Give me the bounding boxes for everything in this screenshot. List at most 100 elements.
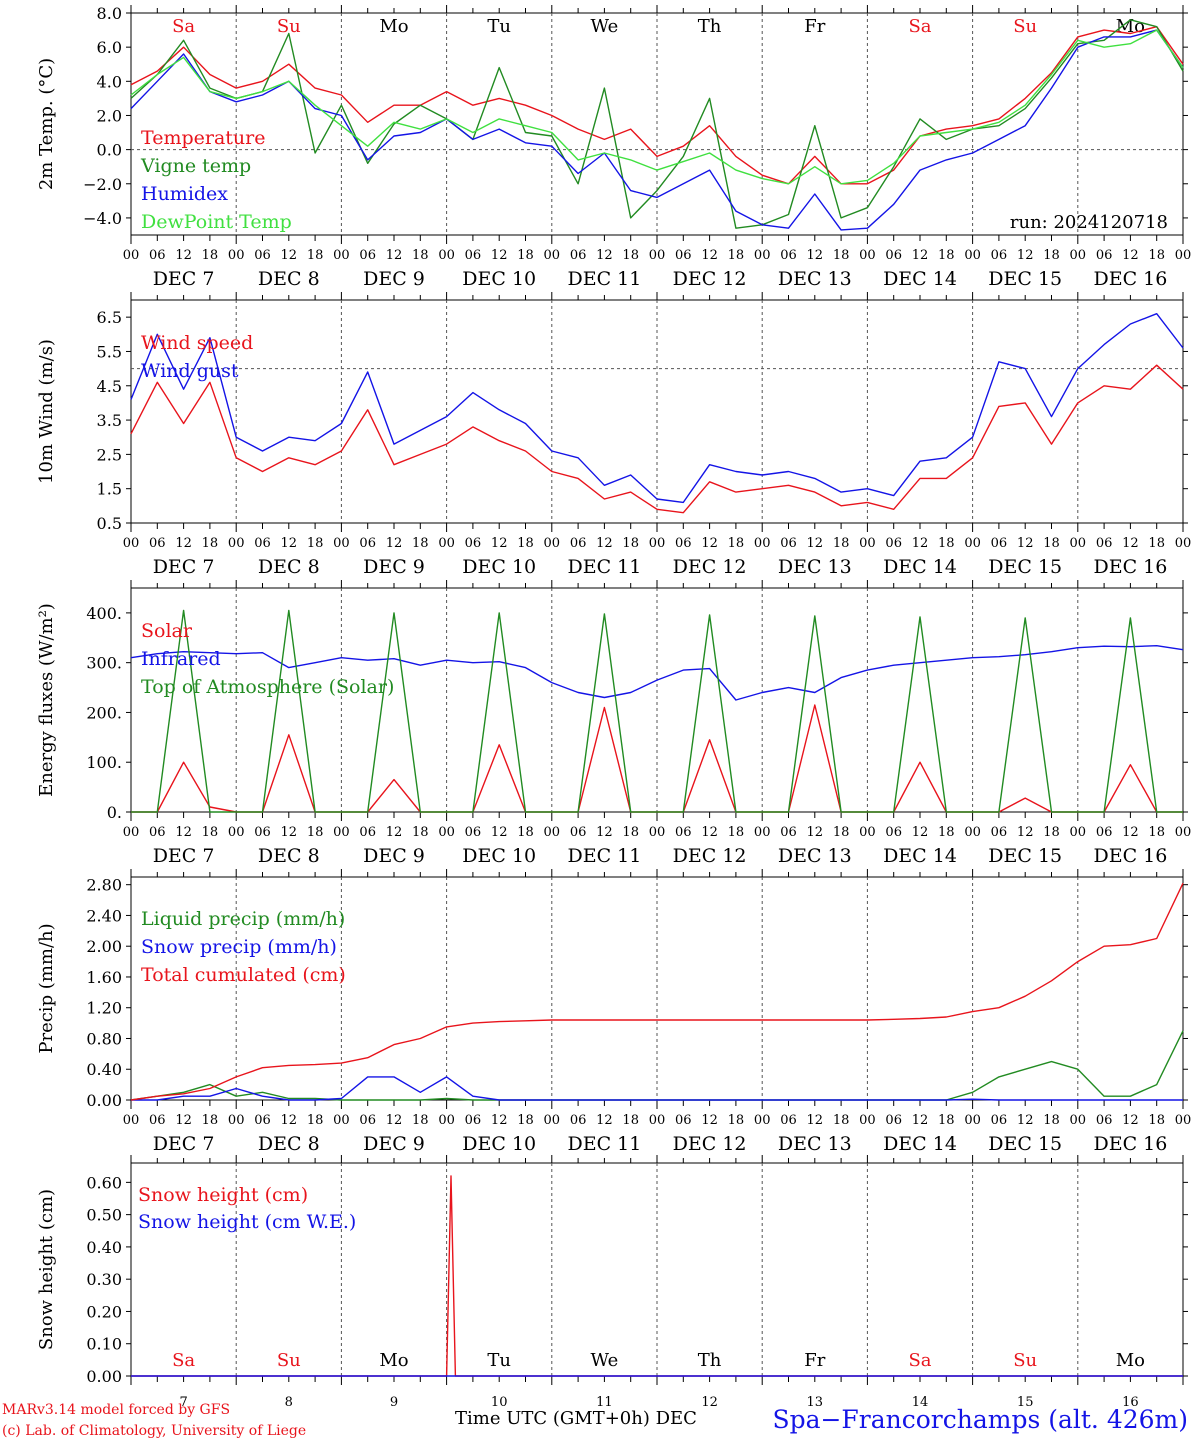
hour-tick-label: 12 [1017, 248, 1034, 263]
day-abbr: Mo [379, 16, 408, 37]
hour-tick-label: 12 [281, 825, 298, 840]
panel-2: 0.5 1.5 2.5 3.5 4.5 5.5 6.5 00 06 12 18 00 06 12 18 00 0… [36, 292, 1191, 578]
hour-tick-label: 06 [465, 248, 482, 263]
hour-tick-label: 12 [175, 825, 192, 840]
date-label: DEC 11 [567, 845, 641, 867]
series-top-of-atmosphere-solar-line [131, 609, 1183, 813]
hour-tick-label: 00 [859, 248, 876, 263]
date-label: DEC 11 [567, 1133, 641, 1155]
y-tick-label: 0.40 [86, 1238, 122, 1257]
hour-tick-label: 06 [885, 248, 902, 263]
hour-tick-label: 06 [885, 536, 902, 551]
hour-tick-label: 12 [1017, 536, 1034, 551]
hour-tick-label: 12 [1122, 1113, 1139, 1128]
hour-tick-label: 18 [622, 1113, 639, 1128]
hour-tick-label: 00 [438, 536, 455, 551]
hour-tick-label: 00 [438, 1113, 455, 1128]
hour-tick-label: 18 [517, 825, 534, 840]
hour-tick-label: 18 [307, 1113, 324, 1128]
series-dewpoint-temp-line [130, 29, 1184, 185]
hour-tick-label: 12 [491, 825, 508, 840]
hour-tick-label: 18 [1043, 825, 1060, 840]
hour-tick-label: 00 [754, 536, 771, 551]
hour-tick-label: 00 [859, 536, 876, 551]
y-tick-label: 1.5 [97, 480, 122, 499]
date-label: DEC 15 [988, 1133, 1062, 1155]
day-number-label: 14 [912, 1395, 929, 1410]
hour-tick-label: 12 [912, 825, 929, 840]
date-label: DEC 9 [363, 268, 425, 290]
y-tick-label: 0.30 [86, 1270, 122, 1289]
hour-tick-label: 00 [228, 825, 245, 840]
legend-entry: Snow height (cm) [138, 1184, 308, 1206]
hour-tick-label: 06 [465, 536, 482, 551]
hour-tick-label: 12 [807, 536, 824, 551]
hour-tick-label: 18 [728, 248, 745, 263]
date-label: DEC 11 [567, 556, 641, 578]
hour-tick-label: 12 [1017, 825, 1034, 840]
hour-tick-label: 06 [149, 536, 166, 551]
hour-tick-label: 18 [938, 536, 955, 551]
y-tick-label: 8.0 [97, 4, 122, 23]
day-abbr: Mo [1116, 1350, 1145, 1371]
hour-tick-label: 00 [1175, 825, 1192, 840]
date-label: DEC 14 [883, 268, 957, 290]
hour-tick-label: 00 [1175, 536, 1192, 551]
date-label: DEC 13 [778, 1133, 852, 1155]
panel-3: 0. 100. 200. 300. 400. 00 06 12 18 00 06 12 18 00 06 12… [36, 580, 1191, 867]
hour-tick-label: 06 [254, 248, 271, 263]
date-label: DEC 10 [462, 1133, 536, 1155]
day-abbr: We [591, 16, 619, 37]
hour-tick-label: 18 [622, 248, 639, 263]
hour-tick-label: 00 [754, 1113, 771, 1128]
date-label: DEC 10 [462, 556, 536, 578]
date-label: DEC 9 [363, 1133, 425, 1155]
hour-tick-label: 18 [938, 825, 955, 840]
hour-tick-label: 00 [964, 1113, 981, 1128]
hour-tick-label: 12 [912, 248, 929, 263]
date-label: DEC 16 [1093, 845, 1167, 867]
hour-tick-label: 06 [570, 1113, 587, 1128]
y-tick-label: 300. [86, 654, 122, 673]
hour-tick-label: 12 [386, 536, 403, 551]
hour-tick-label: 12 [1122, 248, 1139, 263]
hour-tick-label: 12 [491, 248, 508, 263]
day-number-label: 11 [596, 1395, 613, 1410]
hour-tick-label: 18 [1148, 248, 1165, 263]
hour-tick-label: 06 [149, 1113, 166, 1128]
hour-tick-label: 06 [675, 248, 692, 263]
hour-tick-label: 00 [859, 1113, 876, 1128]
hour-tick-label: 00 [544, 536, 561, 551]
y-tick-label: 5.5 [97, 342, 122, 361]
y-tick-label: 0.80 [86, 1029, 122, 1048]
legend-entry: Wind gust [141, 360, 239, 382]
hour-tick-label: 00 [859, 825, 876, 840]
hour-tick-label: 18 [1148, 1113, 1165, 1128]
hour-tick-label: 00 [649, 1113, 666, 1128]
hour-tick-label: 06 [991, 248, 1008, 263]
plot-frame [130, 299, 1184, 524]
hour-tick-label: 06 [254, 825, 271, 840]
hour-tick-label: 18 [202, 825, 219, 840]
hour-tick-label: 00 [649, 825, 666, 840]
hour-tick-label: 06 [254, 1113, 271, 1128]
hour-tick-label: 12 [1122, 536, 1139, 551]
hour-tick-label: 12 [912, 1113, 929, 1128]
panel-1: −4.0 −2.0 0.0 2.0 4.0 6.0 8.0 00 06 12 18 00 06 12 18 0… [36, 4, 1191, 290]
day-abbr: Sa [172, 16, 195, 37]
y-tick-label: 0.00 [86, 1367, 122, 1386]
date-label: DEC 14 [883, 1133, 957, 1155]
y-axis-label: Precip (mm/h) [36, 923, 57, 1053]
y-tick-label: 0.0 [97, 141, 122, 160]
hour-tick-label: 12 [701, 825, 718, 840]
hour-tick-label: 06 [465, 1113, 482, 1128]
y-tick-label: 100. [86, 753, 122, 772]
hour-tick-label: 06 [780, 248, 797, 263]
hour-tick-label: 12 [701, 248, 718, 263]
date-label: DEC 16 [1093, 1133, 1167, 1155]
date-label: DEC 15 [988, 556, 1062, 578]
hour-tick-label: 12 [807, 825, 824, 840]
legend-entry: DewPoint Temp [141, 211, 292, 233]
date-label: DEC 8 [258, 556, 320, 578]
